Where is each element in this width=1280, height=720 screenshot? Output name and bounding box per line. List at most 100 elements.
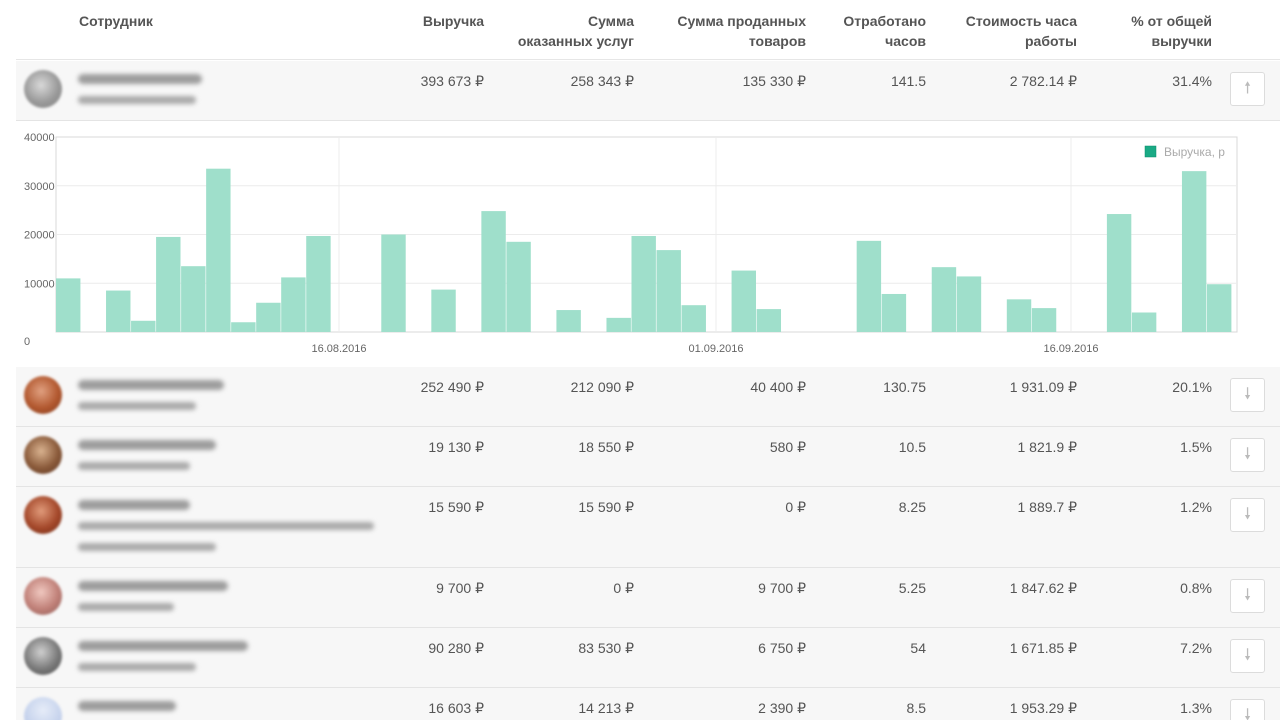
revenue-cell: 252 490 ₽ [420,379,484,395]
arrow-down-icon: 🠗 [1244,506,1251,523]
services-cell: 18 550 ₽ [578,439,634,455]
expand-chart-button[interactable]: 🠗 [1230,438,1265,472]
avatar [24,637,62,675]
employee-name-redacted [78,641,248,651]
chart-bar [1131,312,1157,332]
revenue-chart: 40000 30000 20000 10000 0 16.08.2016 01.09.201… [16,121,1280,366]
chart-bar [656,250,681,332]
table-row[interactable]: 15 590 ₽ 15 590 ₽ 0 ₽ 8.25 1 889.7 ₽ 1.2… [16,487,1280,568]
hours-cell: 5.25 [898,580,926,596]
chart-bar [56,278,81,333]
y-tick-label: 20000 [24,230,55,242]
chart-bar [306,235,331,332]
column-share[interactable]: % от общей выручки [1131,11,1212,51]
chart-bar [431,289,456,332]
hour-cost-cell: 1 847.62 ₽ [1009,580,1077,596]
share-cell: 1.5% [1180,439,1212,455]
goods-cell: 40 400 ₽ [750,379,806,395]
hours-cell: 54 [910,640,926,656]
column-share-line2: выручки [1151,33,1212,49]
share-cell: 31.4% [1172,73,1212,89]
share-cell: 20.1% [1172,379,1212,395]
column-hour-cost[interactable]: Стоимость часа работы [966,11,1077,51]
chart-bar [881,293,907,332]
table-row[interactable]: 9 700 ₽ 0 ₽ 9 700 ₽ 5.25 1 847.62 ₽ 0.8%… [16,568,1280,628]
services-cell: 258 343 ₽ [570,73,634,89]
arrow-down-icon: 🠗 [1244,386,1251,403]
chart-bar [731,270,756,332]
revenue-cell: 15 590 ₽ [428,499,484,515]
services-cell: 212 090 ₽ [570,379,634,395]
hour-cost-cell: 1 931.09 ₽ [1009,379,1077,395]
employee-name-redacted [78,581,228,591]
table-row[interactable]: 252 490 ₽ 212 090 ₽ 40 400 ₽ 130.75 1 93… [16,367,1280,427]
chart-bar [131,320,156,332]
chart-bar [1206,284,1232,332]
chart-bar [556,310,581,332]
x-tick-label: 16.09.2016 [1043,343,1098,355]
y-tick-label: 10000 [24,278,55,290]
arrow-down-icon: 🠗 [1244,587,1251,604]
avatar [24,577,62,615]
column-hours[interactable]: Отработано часов [843,11,926,51]
goods-cell: 2 390 ₽ [758,700,806,716]
chart-bar [956,276,982,332]
hours-cell: 141.5 [890,73,926,89]
chart-bar [681,305,706,332]
column-hours-line2: часов [885,33,926,49]
column-services[interactable]: Сумма оказанных услуг [518,11,634,51]
revenue-cell: 16 603 ₽ [428,700,484,716]
expand-chart-button[interactable]: 🠗 [1230,699,1265,720]
column-hours-line1: Отработано [843,13,926,29]
avatar [24,376,62,414]
y-tick-label: 40000 [24,132,55,144]
arrow-down-icon: 🠗 [1244,707,1251,720]
employee-role-redacted [78,663,196,671]
y-tick-label: 30000 [24,181,55,193]
expand-chart-button[interactable]: 🠗 [1230,378,1265,412]
table-row[interactable]: 19 130 ₽ 18 550 ₽ 580 ₽ 10.5 1 821.9 ₽ 1… [16,427,1280,487]
column-goods-line2: товаров [748,33,806,49]
collapse-chart-button[interactable]: 🠕 [1230,72,1265,106]
chart-bar [1006,299,1032,332]
chart-bar [281,277,306,332]
expand-chart-button[interactable]: 🠗 [1230,639,1265,673]
hour-cost-cell: 2 782.14 ₽ [1009,73,1077,89]
goods-cell: 0 ₽ [785,499,806,515]
expand-chart-button[interactable]: 🠗 [1230,579,1265,613]
chart-bar [1181,171,1207,333]
share-cell: 1.2% [1180,499,1212,515]
goods-cell: 9 700 ₽ [758,580,806,596]
employee-role-redacted [78,96,196,104]
arrow-down-icon: 🠗 [1244,446,1251,463]
hour-cost-cell: 1 889.7 ₽ [1017,499,1077,515]
chart-bar [931,267,957,332]
chart-bar [481,211,506,332]
column-employee[interactable]: Сотрудник [79,13,153,29]
chart-bar [156,236,181,332]
expand-chart-button[interactable]: 🠗 [1230,498,1265,532]
table-row[interactable]: 90 280 ₽ 83 530 ₽ 6 750 ₽ 54 1 671.85 ₽ … [16,628,1280,688]
x-tick-label: 16.08.2016 [311,343,366,355]
column-revenue[interactable]: Выручка [422,13,484,29]
arrow-down-icon: 🠗 [1244,647,1251,664]
chart-bar [1106,214,1132,332]
services-cell: 0 ₽ [613,580,634,596]
hour-cost-cell: 1 953.29 ₽ [1009,700,1077,716]
chart-bar [1031,308,1057,332]
revenue-cell: 19 130 ₽ [428,439,484,455]
share-cell: 0.8% [1180,580,1212,596]
hours-cell: 8.5 [906,700,926,716]
chart-bar [206,168,231,332]
employee-name-redacted [78,74,202,84]
table-row[interactable]: 16 603 ₽ 14 213 ₽ 2 390 ₽ 8.5 1 953.29 ₽… [16,688,1280,720]
employee-role-redacted [78,603,174,611]
share-cell: 1.3% [1180,700,1212,716]
avatar [24,496,62,534]
column-goods[interactable]: Сумма проданных товаров [677,11,806,51]
revenue-cell: 90 280 ₽ [428,640,484,656]
table-row[interactable]: 393 673 ₽ 258 343 ₽ 135 330 ₽ 141.5 2 78… [16,61,1280,121]
services-cell: 15 590 ₽ [578,499,634,515]
arrow-up-icon: 🠕 [1244,80,1251,97]
chart-bar [756,309,782,332]
